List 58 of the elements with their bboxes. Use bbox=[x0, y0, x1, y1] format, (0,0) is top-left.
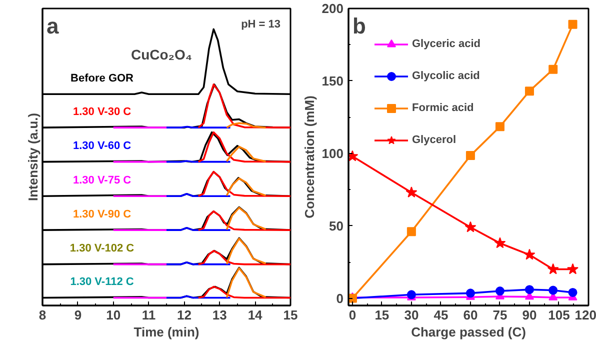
series-label: Before GOR bbox=[70, 72, 134, 84]
legend-label: Formic acid bbox=[412, 102, 474, 114]
x-tick-label: 15 bbox=[374, 308, 390, 322]
series-label: 1.30 V-75 C bbox=[72, 174, 132, 186]
x-axis-title: Time (min) bbox=[134, 324, 200, 340]
legend-label: Glycerol bbox=[412, 134, 456, 146]
annotation: pH = 13 bbox=[241, 18, 281, 30]
y-tick-label: 150 bbox=[322, 73, 344, 88]
point bbox=[567, 263, 578, 274]
series-label: 1.30 V-60 C bbox=[72, 140, 132, 152]
point bbox=[495, 286, 504, 296]
x-tick-label: 15 bbox=[283, 308, 298, 322]
point bbox=[524, 248, 536, 260]
point bbox=[524, 86, 534, 96]
x-tick-label: 90 bbox=[522, 308, 537, 322]
annotation: CuCo₂O₄ bbox=[130, 46, 192, 62]
point bbox=[466, 151, 475, 160]
point bbox=[494, 237, 506, 248]
point bbox=[466, 288, 475, 298]
point bbox=[524, 285, 534, 294]
point bbox=[548, 64, 558, 74]
x-tick-label: 10 bbox=[106, 308, 121, 322]
x-tick-label: 12 bbox=[176, 308, 192, 322]
series-label: 1.30 V-112 C bbox=[70, 276, 134, 288]
x-tick-label: 0 bbox=[348, 308, 356, 322]
annotation: a bbox=[46, 14, 60, 38]
point bbox=[464, 221, 476, 232]
x-tick-label: 45 bbox=[434, 308, 448, 322]
legend-label: Glyceric acid bbox=[412, 38, 480, 50]
x-tick-label: 9 bbox=[74, 308, 82, 322]
x-tick-label: 75 bbox=[492, 308, 508, 322]
series-label: 1.30 V-90 C bbox=[72, 208, 132, 220]
x-tick-label: 30 bbox=[404, 308, 419, 322]
point bbox=[568, 288, 578, 297]
y-axis-title: Intensity (a.u.) bbox=[26, 112, 40, 202]
y-tick-label: 100 bbox=[322, 146, 344, 161]
series-label: 1.30 V-102 C bbox=[70, 242, 134, 255]
point bbox=[548, 286, 558, 295]
y-tick-label: 0 bbox=[336, 290, 344, 306]
x-tick-label: 14 bbox=[248, 308, 264, 322]
y-axis-title: Concentration (mM) bbox=[302, 96, 317, 218]
y-tick-label: 50 bbox=[329, 218, 344, 234]
x-axis-title: Charge passed (C) bbox=[411, 324, 526, 340]
x-tick-label: 8 bbox=[38, 308, 46, 322]
x-tick-label: 11 bbox=[142, 308, 156, 322]
x-tick-label: 105 bbox=[548, 308, 570, 322]
point bbox=[495, 122, 504, 132]
y-tick-label: 200 bbox=[322, 1, 344, 16]
legend-label: Glycolic acid bbox=[412, 70, 480, 82]
point bbox=[406, 186, 418, 198]
x-tick-label: 60 bbox=[463, 308, 478, 322]
series-label: 1.30 V-30 C bbox=[72, 106, 132, 118]
point bbox=[547, 263, 559, 274]
point bbox=[568, 20, 578, 29]
x-tick-label: 120 bbox=[574, 308, 596, 322]
annotation: b bbox=[352, 14, 366, 38]
x-tick-label: 13 bbox=[212, 308, 227, 322]
point bbox=[406, 227, 416, 236]
